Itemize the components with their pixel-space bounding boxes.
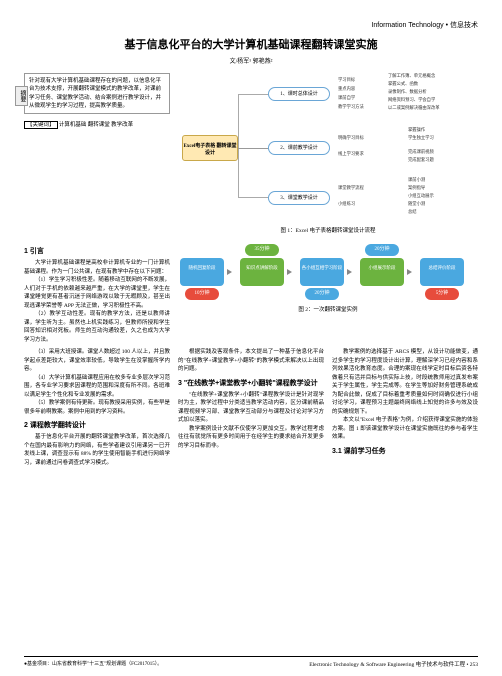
heading-3-1: 3.1 课前学习任务 [332, 446, 478, 456]
mm-sub: 线上学习要求 [338, 151, 364, 157]
mindmap-main-2: 2、课前教学设计 [268, 141, 330, 155]
mm-sub: 明确学习目标 [338, 135, 364, 141]
section-header: Information Technology • 信息技术 [24, 20, 478, 30]
para: 基于信息化平台开展的翻转课堂教学改革，首次选择几个在国内最有影响力的网络，有些学… [24, 433, 170, 467]
para: 教学案例设计文献不仅使学习更加交互。教学过程考虑往往有就觉所有更多时间用于在经学… [178, 425, 324, 451]
keywords-text: 计算机基础 翻转课堂 教学改革 [59, 122, 133, 128]
mindmap-root: Excel电子表格 翻转课堂设计 [182, 135, 238, 161]
connector [238, 94, 268, 148]
mm-sub: 小组练习 [338, 201, 355, 207]
flow-badge: 35分钟 [245, 244, 279, 256]
para: （4）大学计算机基础课程应用在校多专业多层次学习范围，各专业学习要求因课程的范围… [24, 374, 170, 400]
flow-badge: 10分钟 [185, 288, 219, 300]
para: "在线教学+课堂教学+小翻转"课程教学设计是针对现学时为主，教学过程中分类适当教… [178, 391, 324, 425]
arrow-icon [347, 269, 352, 275]
mm-sub: 小组互动展示 [408, 193, 434, 199]
flow-badge: 20分钟 [305, 288, 339, 300]
mm-sub: 课前自学 [338, 95, 355, 101]
heading-3: 3 "在线教学+课堂教学+小翻转"课程教学设计 [178, 378, 324, 388]
mm-sub: 录像制作、数据分析 [388, 89, 427, 95]
mm-sub: 教学学习方法 [338, 104, 364, 110]
figure-2-caption: 图 2：一次翻转课堂实例 [178, 305, 478, 313]
mm-sub: 完成配套习题 [408, 157, 434, 163]
authors: 文/杨军¹ 郭艳燕² [24, 56, 478, 65]
flow-badge: 20分钟 [365, 244, 399, 256]
mm-sub: 课堂教学流程 [338, 185, 364, 191]
abstract-label: 摘要 [15, 86, 28, 106]
para: 教学案例的选择基于 ARCS 模型，从设计功能做变，通过多学生的学习程度设计出计… [332, 348, 478, 416]
abstract-text: 针对现有大学计算机基础课程存在的问题，以信息化平台为技术支撑，开展翻转课堂模式的… [29, 78, 161, 109]
keywords: 【关键词】 计算机基础 翻转课堂 教学改革 [24, 120, 170, 128]
heading-2: 2 课程教学翻转设计 [24, 420, 170, 430]
abstract-box: 摘要 针对现有大学计算机基础课程存在的问题，以信息化平台为技术支撑，开展翻转课堂… [24, 73, 170, 114]
figure-2-flowchart: 随机回复阶段 知识点讲解阶段 各小组互相学习阶段 小组展示阶段 总结评价阶段 1… [178, 242, 478, 302]
arrow-icon [227, 269, 232, 275]
para: （1）学生学习积极性差。随着移动互联网的不断发展，人们对于手机的依赖越来越严重，… [24, 276, 170, 310]
mm-sub: 完成课前视频 [408, 149, 434, 155]
mm-sub: 学习目标 [338, 77, 355, 83]
mm-sub: 网络资料预习、学会自学 [388, 97, 435, 103]
connector [238, 148, 268, 198]
para: （5）教学案例有待更新。现有教授采用实例，有些早是很多年前啊教案。案例中用到的学… [24, 399, 170, 416]
para: 根据实践及客观条件，本文提出了一种基于信息化平台的"在线教学+课堂教学+小翻转"… [178, 348, 324, 374]
para: （3）采用大班授课。课堂人数超过 100 人以上，并且教学起点差距较大，课堂效率… [24, 348, 170, 374]
flow-badge: 5分钟 [425, 288, 459, 300]
page-footer: ●基金项目：山东省教育科学"十三五"规划课题（FC2017015）。 Elect… [24, 656, 478, 668]
arrow-icon [287, 269, 292, 275]
flow-node-4: 小组展示阶段 [360, 258, 404, 286]
connector [238, 148, 268, 149]
mm-sub: 了解工作簿、单元格概念 [388, 73, 435, 79]
mm-sub: 重点内容 [338, 86, 355, 92]
mm-sub: 案例指导 [408, 185, 425, 191]
mm-sub: 总结 [408, 209, 417, 215]
figure-1-caption: 图 1：Excel 电子表格翻转课堂设计流程 [178, 226, 478, 234]
fund-note: ●基金项目：山东省教育科学"十三五"规划课题（FC2017015）。 [24, 660, 162, 668]
flow-node-3: 各小组互相学习阶段 [300, 258, 344, 286]
mindmap-main-3: 3、课堂教学设计 [268, 191, 330, 205]
flow-node-5: 总结评价阶段 [420, 258, 464, 286]
para: 本文以"Excel 电子表格"为例，介绍获得课堂实施的体验方案。图 1 即该课堂… [332, 416, 478, 442]
journal-pagenum: Electronic Technology & Software Enginee… [309, 660, 478, 668]
mm-sub: 随堂小测 [408, 201, 425, 207]
keywords-label: 【关键词】 [24, 121, 58, 129]
figure-1-mindmap: Excel电子表格 翻转课堂设计 1、课时总体设计 2、课前教学设计 3、课堂教… [178, 73, 478, 223]
mm-sub: 掌握公式、函数 [388, 81, 418, 87]
flow-node-1: 随机回复阶段 [180, 258, 224, 286]
flow-node-2: 知识点讲解阶段 [240, 258, 284, 286]
mm-sub: 以二或案例解决循由深改革 [388, 105, 440, 111]
para: 大学计算机基础课程是高校非计算机专业的一门计算机基础课程。作为一门公共课，在现有… [24, 259, 170, 276]
para: （2）教学互动性差。现有的教学方法，还是以教师讲课，学生听为主。虽然也上机实践练… [24, 310, 170, 344]
mm-sub: 学生独立学习 [408, 135, 434, 141]
mm-sub: 掌握操作 [408, 127, 425, 133]
mindmap-main-1: 1、课时总体设计 [268, 87, 330, 101]
mm-sub: 课前小测 [408, 177, 425, 183]
arrow-icon [407, 269, 412, 275]
article-title: 基于信息化平台的大学计算机基础课程翻转课堂实施 [24, 36, 478, 52]
heading-1: 1 引言 [24, 246, 170, 256]
